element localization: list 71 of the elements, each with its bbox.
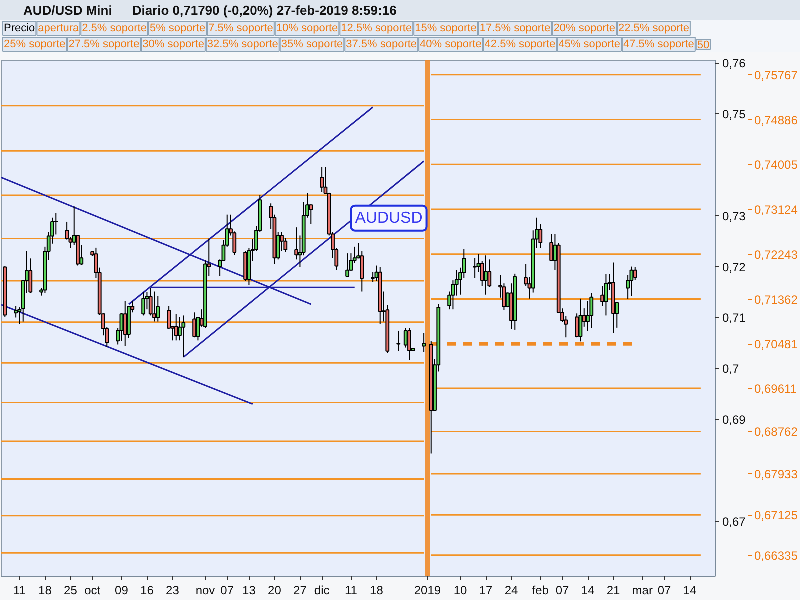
y-tick-label: 0,71 xyxy=(722,311,746,326)
text: 40% soporte xyxy=(420,38,482,50)
y2-tick-label: 0,70481 xyxy=(754,338,798,352)
text: 15% soporte xyxy=(415,22,477,34)
text: 45% soporte xyxy=(558,38,620,50)
text: 17.5% soporte xyxy=(480,22,551,34)
y-tick-label: 0,76 xyxy=(722,56,746,71)
y-tick-label: 0,72 xyxy=(722,260,746,274)
y-tick-label: 0,69 xyxy=(722,413,746,428)
text: 27.5% soporte xyxy=(68,38,140,50)
y-tick-label: 0,75 xyxy=(722,107,746,122)
text: 50 xyxy=(697,40,710,52)
x-tick-label: 24 xyxy=(504,584,518,598)
x-tick-label: 2019 xyxy=(414,584,442,598)
x-tick-label: 27 xyxy=(294,584,308,598)
y2-tick-label: 0,67933 xyxy=(754,467,798,482)
y2-tick-label: 0,69611 xyxy=(754,382,798,396)
chart-title: AUD/USD Mini xyxy=(24,3,112,18)
x-tick-label: dic xyxy=(314,584,330,598)
text: 2.5% soporte xyxy=(82,22,147,34)
y2-tick-label: 0,74886 xyxy=(754,113,798,128)
y2-tick-label: 0,74005 xyxy=(754,158,798,172)
y2-tick-label: 0,75767 xyxy=(754,68,798,82)
text: 20% soporte xyxy=(554,22,616,34)
text: 22.5% soporte xyxy=(618,22,690,34)
text: 10% soporte xyxy=(276,22,338,34)
x-tick-label: 18 xyxy=(38,584,52,598)
text: apertura xyxy=(38,22,80,34)
x-tick-label: 10 xyxy=(454,584,468,598)
y-tick-label: 0,7 xyxy=(722,362,740,376)
text: Precio xyxy=(4,22,36,34)
x-tick-label: 13 xyxy=(242,584,256,598)
chart-subtitle: Diario 0,71790 (-0,20%) 27-feb-2019 8:59:16 xyxy=(132,3,397,18)
y2-tick-label: 0,68762 xyxy=(754,425,798,440)
x-tick-label: 09 xyxy=(115,584,129,598)
x-tick-label: 14 xyxy=(581,584,595,598)
x-tick-label: 25 xyxy=(64,584,78,598)
x-tick-label: 14 xyxy=(683,584,697,598)
x-tick-label: oct xyxy=(84,584,102,598)
x-tick-label: nov xyxy=(196,584,216,598)
text: 37.5% soporte xyxy=(346,38,418,50)
y-tick-label: 0,67 xyxy=(722,514,746,529)
x-tick-label: 18 xyxy=(370,584,384,598)
text: 32.5% soporte xyxy=(207,38,278,50)
y2-tick-label: 0,72243 xyxy=(754,248,798,262)
y2-tick-label: 0,67125 xyxy=(754,508,798,523)
y-tick-label: 0,73 xyxy=(722,209,746,224)
text: 7.5% soporte xyxy=(208,22,274,34)
text: 42.5% soporte xyxy=(484,38,556,50)
x-tick-label: 11 xyxy=(13,584,26,598)
x-tick-label: 20 xyxy=(268,584,282,598)
text: 25% soporte xyxy=(4,38,66,50)
y2-tick-label: 0,66335 xyxy=(754,548,798,563)
text: 35% soporte xyxy=(281,38,344,50)
text: 47.5% soporte xyxy=(623,38,694,50)
x-tick-label: 07 xyxy=(556,584,570,598)
x-tick-label: mar xyxy=(632,584,653,598)
x-tick-label: 07 xyxy=(220,584,234,598)
x-tick-label: 17 xyxy=(479,584,493,598)
x-tick-label: 16 xyxy=(140,584,154,598)
x-tick-label: feb xyxy=(532,584,550,598)
y2-tick-label: 0,71362 xyxy=(754,292,798,307)
text: 30% soporte xyxy=(142,38,204,50)
text: 5% soporte xyxy=(150,22,206,34)
annotation: AUDUSD xyxy=(355,210,423,227)
x-tick-label: 23 xyxy=(166,584,180,598)
x-tick-label: 11 xyxy=(344,584,358,598)
text: 12.5% soporte xyxy=(341,22,412,34)
y2-tick-label: 0,73124 xyxy=(754,203,798,218)
x-tick-label: 07 xyxy=(658,584,672,598)
x-tick-label: 21 xyxy=(606,584,620,598)
